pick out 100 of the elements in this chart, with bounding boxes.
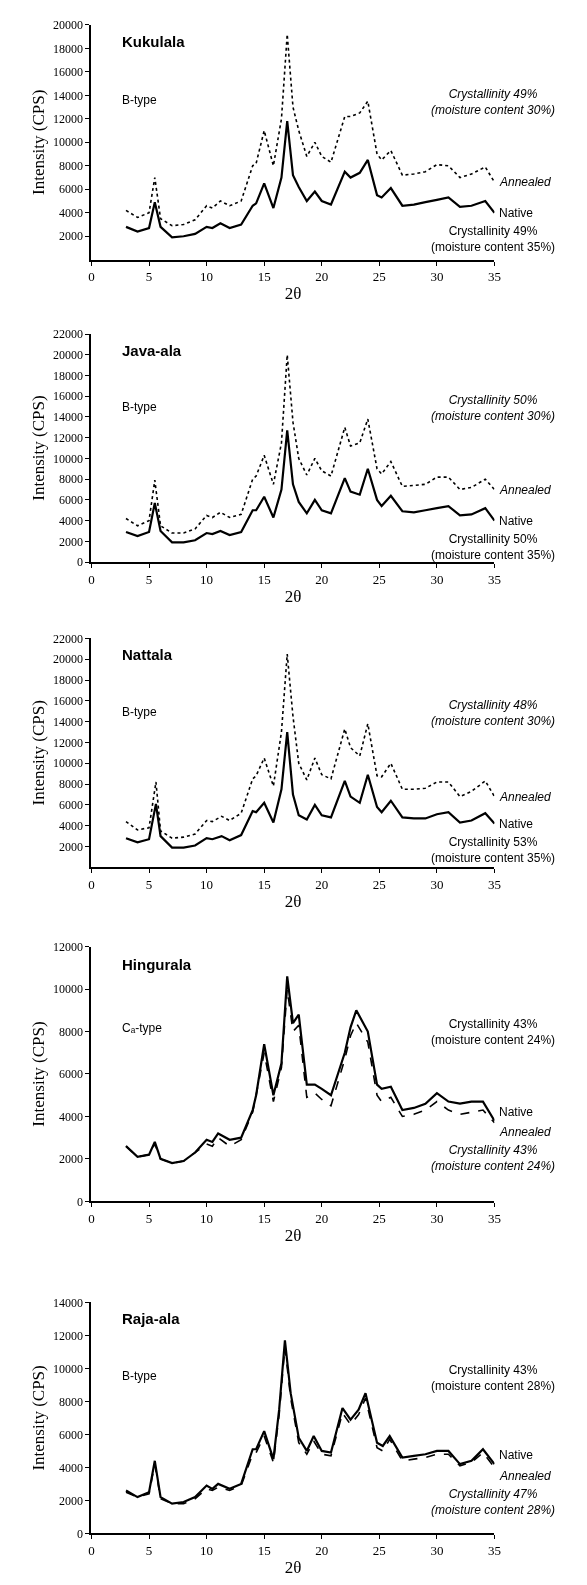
y-tick-label: 8000 [59,158,84,173]
y-tick-label: 10000 [53,756,84,771]
x-tick-label: 35 [487,571,501,587]
y-tick-label: 4000 [59,818,84,833]
annotation: Crystallinity 48% (moisture content 30%) [431,698,556,728]
y-tick-label: 2000 [59,1493,84,1508]
x-tick-label: 15 [257,269,271,285]
x-axis-title: 2θ [284,891,302,911]
series-label: Native [499,1448,534,1462]
x-tick-label: 10 [200,1210,214,1226]
y-tick-label: 0 [77,555,84,570]
y-axis-title: Intensity (CPS) [29,395,49,501]
y-axis-title: Intensity (CPS) [29,1365,49,1471]
x-tick-label: 0 [88,1543,95,1558]
y-tick-label: 4000 [59,1109,84,1124]
y-tick-label: 16000 [53,389,84,404]
x-tick-label: 25 [372,1543,386,1558]
y-tick-label: 6000 [59,493,84,508]
x-tick-label: 0 [88,876,95,892]
annotation: Crystallinity 43% (moisture content 28%) [431,1363,556,1393]
x-tick-label: 30 [430,1543,444,1558]
x-tick-label: 20 [315,876,329,892]
y-tick-label: 12000 [53,430,84,445]
text: B-type [122,400,158,414]
x-axis-title: 2θ [284,586,302,606]
y-tick-label: 12000 [53,939,84,954]
x-axis-title: 2θ [284,1557,302,1577]
x-tick-label: 20 [315,269,329,285]
text: B-type [122,93,158,107]
y-tick-label: 14000 [53,714,84,729]
annotation: Crystallinity 47% (moisture content 28%) [431,1487,556,1517]
x-tick-label: 35 [487,1210,501,1226]
x-tick-label: 5 [145,571,153,587]
x-tick-label: 30 [430,876,444,892]
annotation: Crystallinity 53% (moisture content 35%) [431,835,556,865]
x-tick-label: 10 [200,1543,214,1558]
x-tick-label: 30 [430,269,444,285]
y-tick-label: 20000 [53,18,84,33]
x-tick-label: 0 [88,269,95,285]
y-tick-label: 2000 [59,839,84,854]
text: B-type [122,705,158,719]
annotation: Crystallinity 49% (moisture content 30%) [431,87,556,117]
y-tick-label: 2000 [59,1152,84,1167]
y-tick-label: 2000 [59,534,84,549]
series-label: Annealed [499,790,552,804]
x-tick-label: 15 [257,1543,271,1558]
text: B-type [122,1369,158,1383]
y-tick-label: 10000 [53,451,84,466]
x-tick-label: 25 [372,876,386,892]
y-tick-label: 10000 [53,135,84,150]
x-tick-label: 15 [257,876,271,892]
y-axis-title: Intensity (CPS) [29,1021,49,1127]
series-label: Annealed [499,175,552,189]
series-label: Native [499,206,534,220]
y-tick-label: 14000 [53,1295,84,1310]
x-tick-label: 20 [315,1210,329,1226]
text: Kukulala [122,33,186,50]
y-tick-label: 10000 [53,1361,84,1376]
y-tick-label: 0 [77,1194,84,1209]
x-tick-label: 35 [487,1543,501,1558]
x-tick-label: 15 [257,571,271,587]
x-tick-label: 5 [145,269,153,285]
y-tick-label: 4000 [59,513,84,528]
series-label: Annealed [499,1469,552,1483]
annotation: Crystallinity 50% (moisture content 30%) [431,393,556,423]
x-tick-label: 5 [145,1210,153,1226]
y-tick-label: 8000 [59,1394,84,1409]
x-tick-label: 25 [372,1210,386,1226]
x-tick-label: 35 [487,876,501,892]
y-tick-label: 8000 [59,777,84,792]
y-axis-title: Intensity (CPS) [29,89,49,195]
y-tick-label: 8000 [59,1024,84,1039]
series-label: Annealed [499,483,552,497]
y-tick-label: 12000 [53,112,84,126]
x-tick-label: 25 [372,571,386,587]
y-tick-label: 2000 [59,229,84,244]
annotation: Crystallinity 50% (moisture content 35%) [431,532,556,562]
x-tick-label: 5 [145,1543,153,1558]
series-label: Native [499,817,534,831]
x-tick-label: 20 [315,571,329,587]
text: Hingurala [122,956,192,973]
series-label: Native [499,1105,534,1119]
x-tick-label: 15 [257,1210,271,1226]
x-tick-label: 10 [200,269,214,285]
text: Cₐ-type [122,1021,163,1035]
y-tick-label: 0 [77,1526,84,1541]
annotation: Crystallinity 43% (moisture content 24%) [431,1143,556,1173]
x-tick-label: 10 [200,571,214,587]
y-tick-label: 18000 [53,41,84,56]
y-tick-label: 6000 [59,182,84,197]
x-axis-title: 2θ [284,284,302,304]
y-tick-label: 14000 [53,88,84,103]
y-tick-label: 6000 [59,1067,84,1082]
y-axis-title: Intensity (CPS) [29,700,49,806]
y-tick-label: 12000 [53,735,84,750]
annotation: Crystallinity 49% (moisture content 35%) [431,224,556,254]
text: Nattala [122,646,173,663]
y-tick-label: 20000 [53,348,84,363]
x-tick-label: 0 [88,571,95,587]
y-tick-label: 10000 [53,982,84,997]
